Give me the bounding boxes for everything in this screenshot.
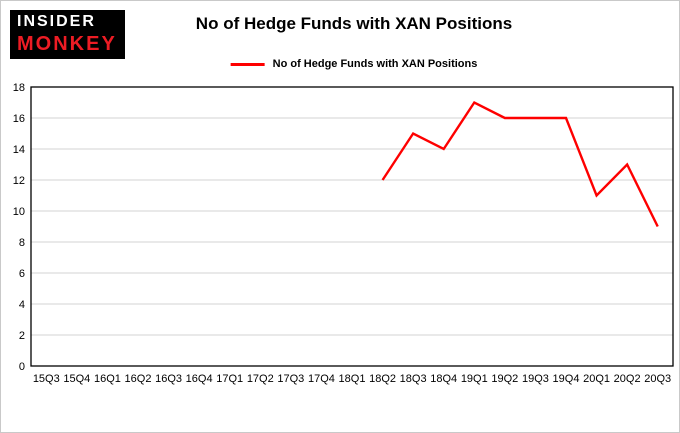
x-tick-label: 16Q1 [94, 373, 121, 385]
y-tick-label: 12 [13, 175, 25, 187]
y-tick-label: 0 [19, 361, 25, 373]
y-tick-label: 18 [13, 82, 25, 94]
logo-text-insider: INSIDER [17, 13, 96, 30]
y-tick-label: 4 [19, 299, 25, 311]
x-tick-label: 18Q4 [430, 373, 457, 385]
y-tick-label: 6 [19, 268, 25, 280]
x-tick-label: 17Q2 [247, 373, 274, 385]
x-tick-label: 20Q2 [614, 373, 641, 385]
legend-label: No of Hedge Funds with XAN Positions [272, 58, 478, 70]
x-tick-label: 16Q4 [186, 373, 213, 385]
x-tick-label: 16Q3 [155, 373, 182, 385]
x-tick-label: 19Q3 [522, 373, 549, 385]
x-tick-label: 19Q4 [553, 373, 580, 385]
x-tick-label: 18Q3 [400, 373, 427, 385]
x-tick-label: 19Q1 [461, 373, 488, 385]
y-tick-label: 2 [19, 330, 25, 342]
legend-line-swatch [230, 62, 265, 66]
x-tick-label: 16Q2 [125, 373, 152, 385]
x-tick-label: 17Q1 [216, 373, 243, 385]
x-tick-label: 18Q2 [369, 373, 396, 385]
x-tick-label: 17Q3 [277, 373, 304, 385]
legend: No of Hedge Funds with XAN Positions [230, 58, 478, 70]
x-tick-label: 15Q3 [33, 373, 60, 385]
x-tick-label: 15Q4 [63, 373, 90, 385]
x-tick-label: 18Q1 [339, 373, 366, 385]
insider-monkey-logo: INSIDER MONKEY [10, 10, 125, 59]
x-tick-label: 20Q1 [583, 373, 610, 385]
x-tick-label: 17Q4 [308, 373, 335, 385]
x-tick-label: 20Q3 [644, 373, 671, 385]
series-line [381, 100, 659, 228]
y-tick-label: 10 [13, 206, 25, 218]
plot-border [30, 86, 674, 367]
x-tick-label: 19Q2 [491, 373, 518, 385]
y-tick-label: 16 [13, 113, 25, 125]
y-tick-label: 14 [13, 144, 25, 156]
logo-text-monkey: MONKEY [17, 32, 117, 55]
y-tick-label: 8 [19, 237, 25, 249]
chart-title: No of Hedge Funds with XAN Positions [195, 14, 513, 33]
